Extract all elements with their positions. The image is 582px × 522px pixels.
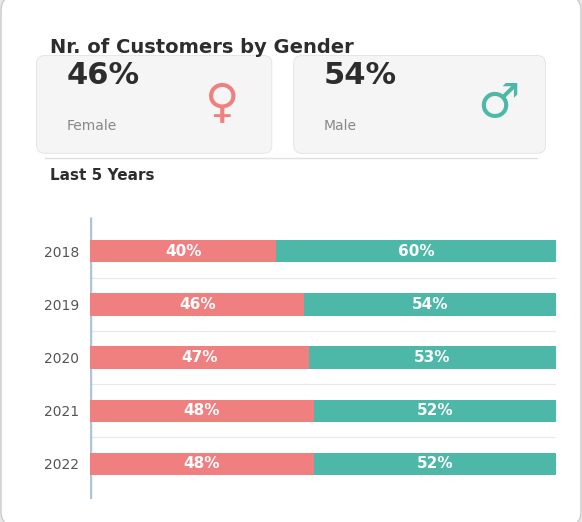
Bar (314, 453, 556, 475)
Text: Last 5 Years: Last 5 Years (50, 168, 155, 183)
Text: 54%: 54% (412, 297, 448, 312)
Text: ♂: ♂ (478, 81, 520, 127)
Bar (90, 293, 304, 316)
FancyBboxPatch shape (294, 55, 545, 153)
Text: 48%: 48% (184, 404, 220, 418)
Text: 40%: 40% (165, 244, 201, 259)
Bar (309, 347, 556, 369)
Text: 48%: 48% (184, 456, 220, 471)
Text: Female: Female (67, 118, 117, 133)
Text: 46%: 46% (179, 297, 215, 312)
Text: Male: Male (324, 118, 357, 133)
Text: 53%: 53% (414, 350, 450, 365)
Text: ♀: ♀ (205, 81, 240, 127)
Text: 46%: 46% (67, 61, 140, 90)
FancyBboxPatch shape (37, 55, 272, 153)
Text: 47%: 47% (182, 350, 218, 365)
Bar (90, 240, 276, 263)
Text: 54%: 54% (324, 61, 397, 90)
Text: 52%: 52% (417, 456, 453, 471)
Text: 60%: 60% (398, 244, 434, 259)
Bar (90, 347, 309, 369)
Bar (314, 399, 556, 422)
Text: Nr. of Customers by Gender: Nr. of Customers by Gender (50, 38, 354, 57)
Bar (90, 453, 314, 475)
Bar (304, 293, 556, 316)
Bar (90, 399, 314, 422)
Bar (276, 240, 556, 263)
Text: 52%: 52% (417, 404, 453, 418)
